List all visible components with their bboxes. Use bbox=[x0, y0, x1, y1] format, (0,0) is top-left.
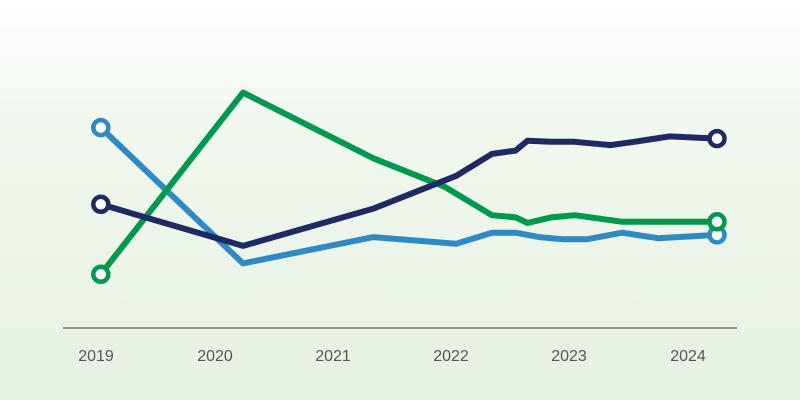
series-end-markers bbox=[91, 117, 727, 285]
x-tick-labels: 2019 2020 2021 2022 2023 2024 bbox=[78, 348, 706, 365]
series-lines bbox=[97, 89, 720, 278]
x-tick-label: 2019 bbox=[78, 348, 114, 365]
x-tick-label: 2023 bbox=[551, 348, 587, 365]
x-tick-label: 2020 bbox=[197, 348, 233, 365]
series-line-3 bbox=[97, 133, 720, 249]
x-tick-label: 2022 bbox=[433, 348, 469, 365]
series-3-start-marker bbox=[91, 194, 111, 215]
series-2-end-marker bbox=[707, 212, 727, 232]
x-tick-label: 2021 bbox=[315, 348, 351, 365]
series-1-start-marker bbox=[91, 117, 111, 138]
series-line-1 bbox=[97, 124, 720, 267]
x-tick-label: 2024 bbox=[670, 348, 706, 365]
series-2-start-marker bbox=[91, 264, 111, 285]
series-line-2 bbox=[97, 89, 720, 278]
series-3-end-marker bbox=[707, 128, 727, 149]
